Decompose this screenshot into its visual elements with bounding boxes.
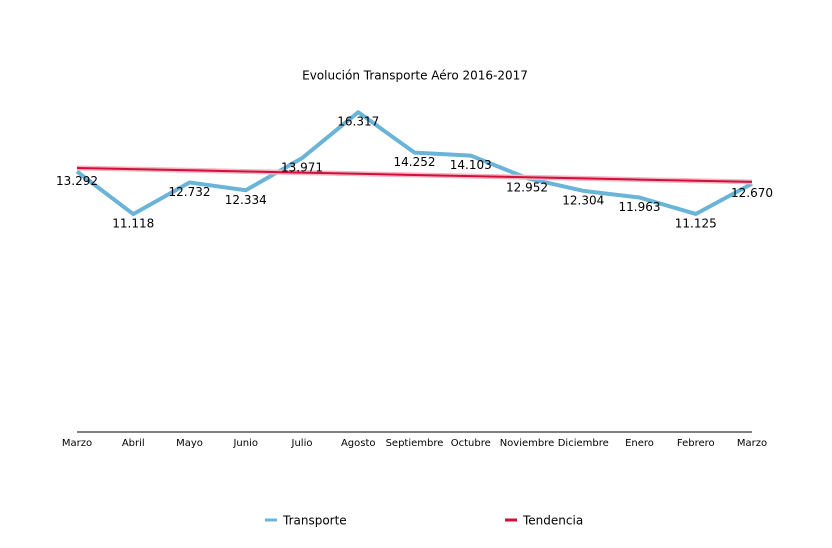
x-tick-label: Enero (625, 438, 654, 449)
data-label: 11.963 (619, 200, 661, 214)
data-label: 12.670 (731, 186, 773, 200)
data-label: 13.292 (56, 174, 98, 188)
data-label: 14.252 (394, 155, 436, 169)
x-tick-label: Octubre (451, 438, 491, 449)
x-tick-label: Mayo (176, 438, 203, 449)
data-label: 16.317 (337, 115, 379, 129)
data-label: 11.125 (675, 216, 717, 230)
x-tick-label: Febrero (677, 438, 715, 449)
data-label: 14.103 (450, 158, 492, 172)
x-tick-label: Noviembre (500, 438, 555, 449)
data-label: 11.118 (112, 217, 154, 231)
series-line (75, 110, 753, 217)
data-label: 12.304 (562, 193, 604, 207)
x-tick-label: Junio (232, 438, 258, 449)
data-label: 13.971 (281, 161, 323, 175)
data-label: 12.952 (506, 181, 548, 195)
x-tick-label: Diciembre (558, 438, 609, 449)
chart-title: Evolución Transporte Aéro 2016-2017 (302, 69, 528, 83)
data-label: 12.732 (169, 185, 211, 199)
x-tick-label: Marzo (737, 438, 767, 449)
legend-label: Tendencia (522, 514, 583, 528)
trend-line (76, 166, 753, 183)
legend-label: Transporte (282, 514, 347, 528)
x-tick-label: Abril (122, 438, 145, 449)
x-tick-label: Septiembre (386, 438, 444, 449)
data-label: 12.334 (225, 193, 267, 207)
x-tick-label: Marzo (62, 438, 92, 449)
x-tick-label: Agosto (341, 438, 376, 449)
x-tick-label: Julio (291, 438, 313, 449)
